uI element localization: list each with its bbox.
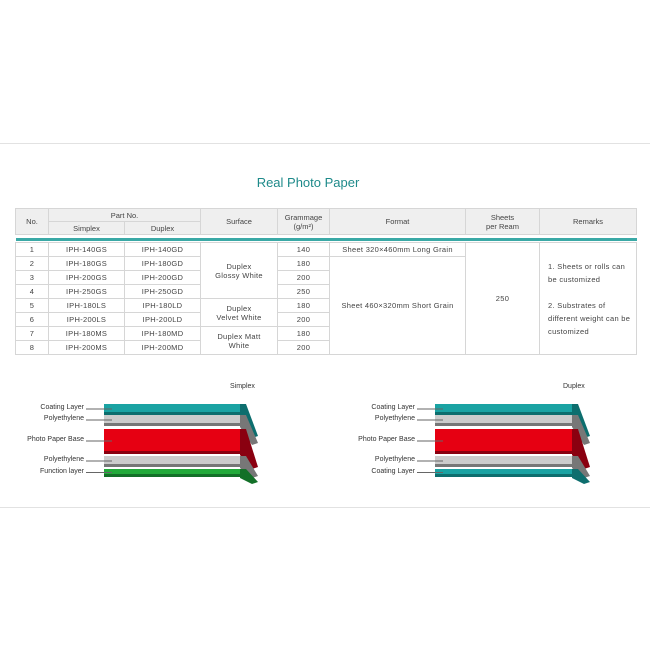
simplex-title: Simplex	[230, 383, 255, 390]
duplex-layer-shadow	[435, 474, 572, 477]
duplex-layer-4	[435, 469, 572, 474]
table-row: 1 IPH-140GS IPH-140GD Duplex Glossy White…	[15, 242, 638, 355]
teal-divider	[15, 238, 637, 241]
simplex-layer-side	[240, 404, 258, 438]
simplex-layer-4	[104, 469, 240, 474]
duplex-layer-side	[572, 404, 590, 438]
simplex-layer-shadow	[104, 412, 240, 415]
simplex-layer-shadow	[104, 464, 240, 467]
cell-duplex: IPH-200MD	[123, 340, 202, 355]
duplex-layer-side	[572, 415, 590, 445]
header-format: Format	[329, 208, 467, 235]
header-duplex: Duplex	[123, 221, 202, 235]
duplex-layer-side	[572, 456, 590, 478]
simplex-layer-shadow	[104, 423, 240, 426]
simplex-layer-side	[240, 415, 258, 445]
table-row: 2 IPH-180GS IPH-180GD 180 Sheet 460×320mm …	[15, 256, 637, 355]
simplex-layer-side	[240, 456, 258, 478]
duplex-layer-label: Photo Paper Base	[358, 436, 415, 443]
simplex-layer-2	[104, 429, 240, 451]
duplex-layer-shadow	[435, 412, 572, 415]
cell-remarks: 1. Sheets or rolls can be customized 2. S…	[539, 242, 638, 355]
duplex-layer-1	[435, 415, 572, 423]
simplex-layer-label: Photo Paper Base	[27, 436, 84, 443]
page-title: Real Photo Paper	[256, 175, 360, 190]
remark-2: 2. Substrates of different weight can be…	[548, 300, 631, 336]
header-sheets: Sheets per Ream	[465, 208, 541, 235]
header-surface: Surface	[200, 208, 279, 235]
cell-surface: Duplex Glossy White	[200, 242, 279, 299]
table-row: 8 IPH-200MS IPH-200MD 200	[15, 340, 637, 355]
header-grammage: Grammage (g/m²)	[277, 208, 331, 235]
duplex-layer-label: Polyethylene	[374, 415, 415, 422]
simplex-layer-3	[104, 456, 240, 464]
cell-format: Sheet 460×320mm Short Grain	[329, 256, 467, 355]
simplex-layer-label: Function layer	[40, 467, 84, 475]
duplex-layer-shadow	[435, 464, 572, 467]
duplex-layer-side	[572, 469, 590, 484]
cell-sheets: 250	[465, 242, 541, 355]
simplex-layer-shadow	[104, 451, 240, 454]
simplex-layer-label: Polyethylene	[43, 415, 84, 422]
simplex-layer-0	[104, 404, 240, 412]
duplex-layer-3	[435, 456, 572, 464]
header-remarks: Remarks	[539, 208, 638, 235]
simplex-layer-shadow	[104, 474, 240, 477]
bottom-divider	[0, 507, 650, 508]
cell-surface: Duplex Matt White	[200, 326, 279, 355]
simplex-layer-label: Polyethylene	[43, 456, 84, 463]
duplex-layer-shadow	[435, 451, 572, 454]
simplex-layer-label: Coating Layer	[40, 404, 84, 411]
duplex-layer-0	[435, 404, 572, 412]
duplex-layer-label: Coating Layer	[371, 467, 415, 475]
simplex-layer-1	[104, 415, 240, 423]
top-divider	[0, 143, 650, 144]
duplex-title: Duplex	[563, 383, 585, 390]
duplex-layer-label: Coating Layer	[371, 404, 415, 411]
duplex-layer-2	[435, 429, 572, 451]
spec-table: No. Part No. Surface Grammage (g/m²) Form…	[15, 208, 638, 355]
header-simplex: Simplex	[48, 221, 125, 235]
duplex-layer-label: Polyethylene	[374, 456, 415, 463]
cell-grammage: 200	[277, 340, 331, 355]
remark-1: 1. Sheets or rolls can be customized	[548, 261, 626, 284]
header-no: No.	[15, 208, 49, 235]
table-row: 5 IPH-180LS IPH-180LD Duplex Velvet White…	[15, 298, 637, 327]
duplex-layer-shadow	[435, 423, 572, 426]
simplex-layer-side	[240, 469, 258, 484]
